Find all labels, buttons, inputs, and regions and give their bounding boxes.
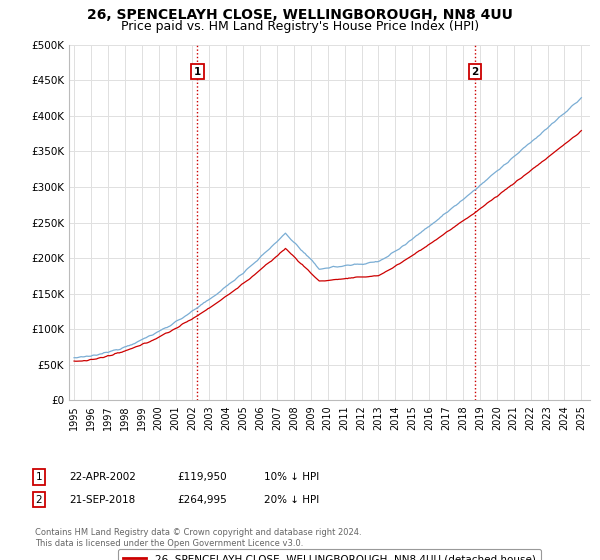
Text: 1: 1 xyxy=(194,67,201,77)
Text: 2: 2 xyxy=(472,67,479,77)
Text: 22-APR-2002: 22-APR-2002 xyxy=(69,472,136,482)
Text: 26, SPENCELAYH CLOSE, WELLINGBOROUGH, NN8 4UU: 26, SPENCELAYH CLOSE, WELLINGBOROUGH, NN… xyxy=(87,8,513,22)
Text: Contains HM Land Registry data © Crown copyright and database right 2024.
This d: Contains HM Land Registry data © Crown c… xyxy=(35,528,361,548)
Text: £264,995: £264,995 xyxy=(177,494,227,505)
Text: 1: 1 xyxy=(35,472,43,482)
Text: 10% ↓ HPI: 10% ↓ HPI xyxy=(264,472,319,482)
Legend: 26, SPENCELAYH CLOSE, WELLINGBOROUGH, NN8 4UU (detached house), HPI: Average pri: 26, SPENCELAYH CLOSE, WELLINGBOROUGH, NN… xyxy=(118,549,541,560)
Text: £119,950: £119,950 xyxy=(177,472,227,482)
Text: Price paid vs. HM Land Registry's House Price Index (HPI): Price paid vs. HM Land Registry's House … xyxy=(121,20,479,33)
Text: 20% ↓ HPI: 20% ↓ HPI xyxy=(264,494,319,505)
Text: 2: 2 xyxy=(35,494,43,505)
Text: 21-SEP-2018: 21-SEP-2018 xyxy=(69,494,135,505)
